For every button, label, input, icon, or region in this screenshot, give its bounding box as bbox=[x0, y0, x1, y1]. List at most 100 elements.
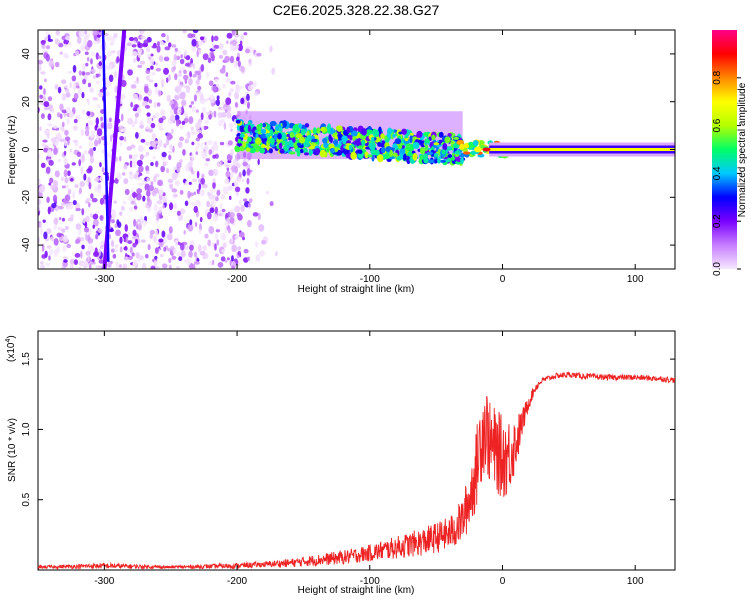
spectrogram-noise-cell bbox=[39, 94, 44, 99]
spectrogram-noise-cell bbox=[78, 266, 82, 269]
spectrogram-noise-cell bbox=[77, 87, 82, 95]
spectrogram-noise-cell bbox=[131, 160, 137, 169]
spectrogram-noise-cell bbox=[154, 255, 158, 260]
spectrogram-noise-cell bbox=[108, 228, 114, 233]
spectrogram-noise-cell bbox=[191, 263, 196, 269]
spectrogram-noise-cell bbox=[181, 120, 186, 125]
spectrogram-noise-cell bbox=[162, 204, 165, 209]
spectrogram-noise-cell bbox=[185, 85, 191, 94]
spectrogram-noise-cell bbox=[106, 64, 113, 71]
spectrogram-noise-cell bbox=[81, 91, 85, 99]
snr-x-tick-label: 0 bbox=[500, 576, 506, 587]
signal-band-cell bbox=[303, 141, 311, 148]
spectrogram-noise-cell bbox=[230, 128, 233, 132]
snr-y-tick-label: 1.0 bbox=[21, 422, 32, 436]
spectrogram-noise-cell bbox=[87, 99, 90, 106]
snr-scale-exponent: 4 bbox=[5, 339, 12, 343]
spectrogram-noise-cell bbox=[59, 51, 63, 55]
spectrogram-noise-cell bbox=[191, 105, 196, 113]
spectrogram-noise-cell bbox=[148, 79, 154, 83]
signal-band-cell bbox=[404, 137, 409, 142]
spectrogram-noise-cell bbox=[70, 177, 74, 182]
spectrogram-noise-cell bbox=[68, 41, 72, 46]
spectrogram-noise-cell bbox=[216, 160, 222, 168]
spectrogram-noise-cell bbox=[203, 125, 207, 131]
spectrogram-noise-cell bbox=[184, 200, 189, 207]
signal-band-cell bbox=[427, 159, 435, 164]
spectrogram-noise-cell bbox=[107, 122, 113, 130]
spectrogram-noise-cell bbox=[215, 99, 221, 107]
spectrogram-noise-cell bbox=[63, 139, 68, 147]
spectrogram-noise-cell bbox=[38, 185, 45, 194]
spectrogram-noise-cell bbox=[216, 189, 221, 196]
spectrogram-noise-cell bbox=[111, 219, 115, 224]
spectrogram-noise-cell bbox=[62, 245, 67, 252]
spectrogram-noise-cell bbox=[63, 157, 68, 166]
spectrogram-noise-cell bbox=[86, 57, 90, 62]
signal-band-cell bbox=[352, 136, 356, 141]
spectrogram-noise-cell bbox=[137, 222, 143, 231]
signal-band-cell bbox=[406, 156, 411, 165]
spectrogram-noise-cell bbox=[177, 72, 183, 77]
spectrogram-noise-cell bbox=[156, 102, 161, 107]
spectrogram-noise-cell bbox=[155, 67, 162, 72]
spectrogram-noise-cell bbox=[72, 190, 76, 199]
spectrogram-noise-cell bbox=[227, 140, 233, 146]
spectrogram-noise-cell bbox=[97, 183, 102, 190]
spectrogram-noise-cell bbox=[225, 77, 231, 83]
transition-cell bbox=[464, 144, 470, 149]
spectrogram-noise-cell bbox=[81, 108, 86, 115]
signal-band-cell bbox=[292, 124, 300, 133]
spectrogram-noise-cell bbox=[84, 149, 88, 155]
spectrogram-noise-cell bbox=[180, 54, 183, 59]
signal-band-cell bbox=[423, 153, 429, 161]
signal-band-cell bbox=[279, 148, 285, 154]
signal-band-cell bbox=[392, 133, 396, 138]
spectrogram-noise-cell bbox=[43, 129, 50, 134]
spectrogram-noise-cell bbox=[112, 253, 117, 259]
spectrogram-noise-cell bbox=[173, 54, 177, 61]
spectrogram-noise-cell bbox=[152, 156, 156, 160]
spectrogram-noise-cell bbox=[101, 167, 105, 173]
spectrogram-noise-cell bbox=[171, 172, 178, 181]
spectrogram-noise-cell bbox=[146, 177, 150, 182]
spectrogram-noise-cell bbox=[53, 224, 57, 231]
spectrogram-noise-cell bbox=[176, 162, 182, 170]
spectrogram-noise-cell bbox=[75, 238, 81, 244]
signal-band-cell bbox=[442, 143, 448, 151]
spectrogram-noise-cell bbox=[200, 64, 205, 72]
signal-band-cell bbox=[239, 124, 244, 133]
spectrogram-noise-cell bbox=[201, 173, 205, 179]
signal-band-cell bbox=[234, 145, 241, 153]
spectrogram-noise-cell bbox=[261, 239, 267, 245]
spectrogram-noise-cell bbox=[215, 229, 220, 233]
signal-band-cell bbox=[340, 145, 344, 152]
spectrogram-noise-cell bbox=[98, 61, 103, 67]
spectrogram-noise-cell bbox=[47, 96, 53, 102]
spectrogram-noise-cell bbox=[85, 71, 91, 76]
spectrogram-noise-cell bbox=[161, 195, 168, 203]
spectrogram-noise-cell bbox=[90, 133, 94, 139]
spectrogram-noise-cell bbox=[131, 51, 138, 57]
spectrogram-noise-cell bbox=[168, 154, 172, 161]
spectrogram-noise-cell bbox=[183, 49, 188, 57]
spectrogram-noise-cell bbox=[186, 258, 192, 266]
spectrogram-noise-cell bbox=[138, 145, 144, 153]
spectrogram-noise-cell bbox=[122, 200, 127, 205]
spectrogram-noise-cell bbox=[69, 258, 75, 266]
spectrogram-noise-cell bbox=[89, 212, 93, 218]
spectrogram-noise-cell bbox=[46, 245, 52, 249]
spectrogram-noise-cell bbox=[118, 264, 122, 269]
spectrogram-noise-cell bbox=[173, 66, 176, 71]
spectrogram-noise-cell bbox=[137, 41, 141, 48]
signal-band-cell bbox=[412, 153, 418, 161]
spectrogram-noise-cell bbox=[95, 265, 101, 269]
spectrogram-noise-cell bbox=[210, 52, 214, 57]
spectrogram-noise-cell bbox=[229, 55, 235, 64]
spectrogram-noise-cell bbox=[174, 47, 178, 52]
spectrogram-noise-cell bbox=[158, 188, 164, 196]
spectrogram-noise-cell bbox=[200, 177, 206, 185]
spectrogram-noise-cell bbox=[38, 205, 41, 212]
spectrogram-noise-cell bbox=[229, 216, 235, 224]
spectrogram-noise-cell bbox=[74, 184, 79, 189]
